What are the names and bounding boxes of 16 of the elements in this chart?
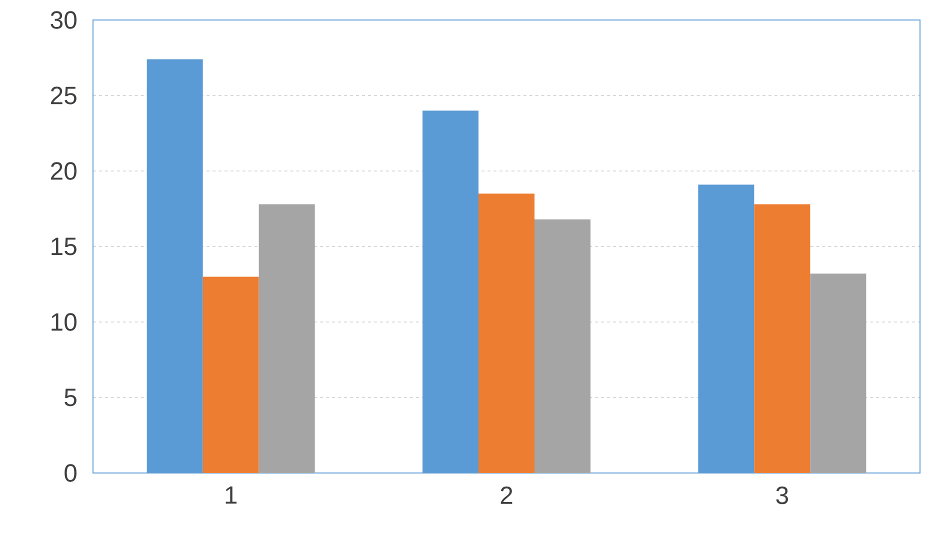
x-tick-label: 1 [226,486,237,504]
bar [534,219,591,473]
bar [754,204,810,473]
x-tick-label: 3 [776,486,788,504]
bar [478,194,535,473]
bar [258,204,315,473]
y-tick-label: 20 [51,162,76,180]
bar [810,274,866,473]
y-tick-label: 10 [52,313,76,331]
y-tick-label: 15 [52,238,76,256]
y-tick-label: 0 [64,464,77,482]
y-tick-label: 5 [64,388,76,406]
bar [202,276,259,473]
x-tick-label: 2 [500,486,512,504]
y-tick-label: 30 [50,11,76,29]
y-tick-label: 25 [51,86,76,104]
